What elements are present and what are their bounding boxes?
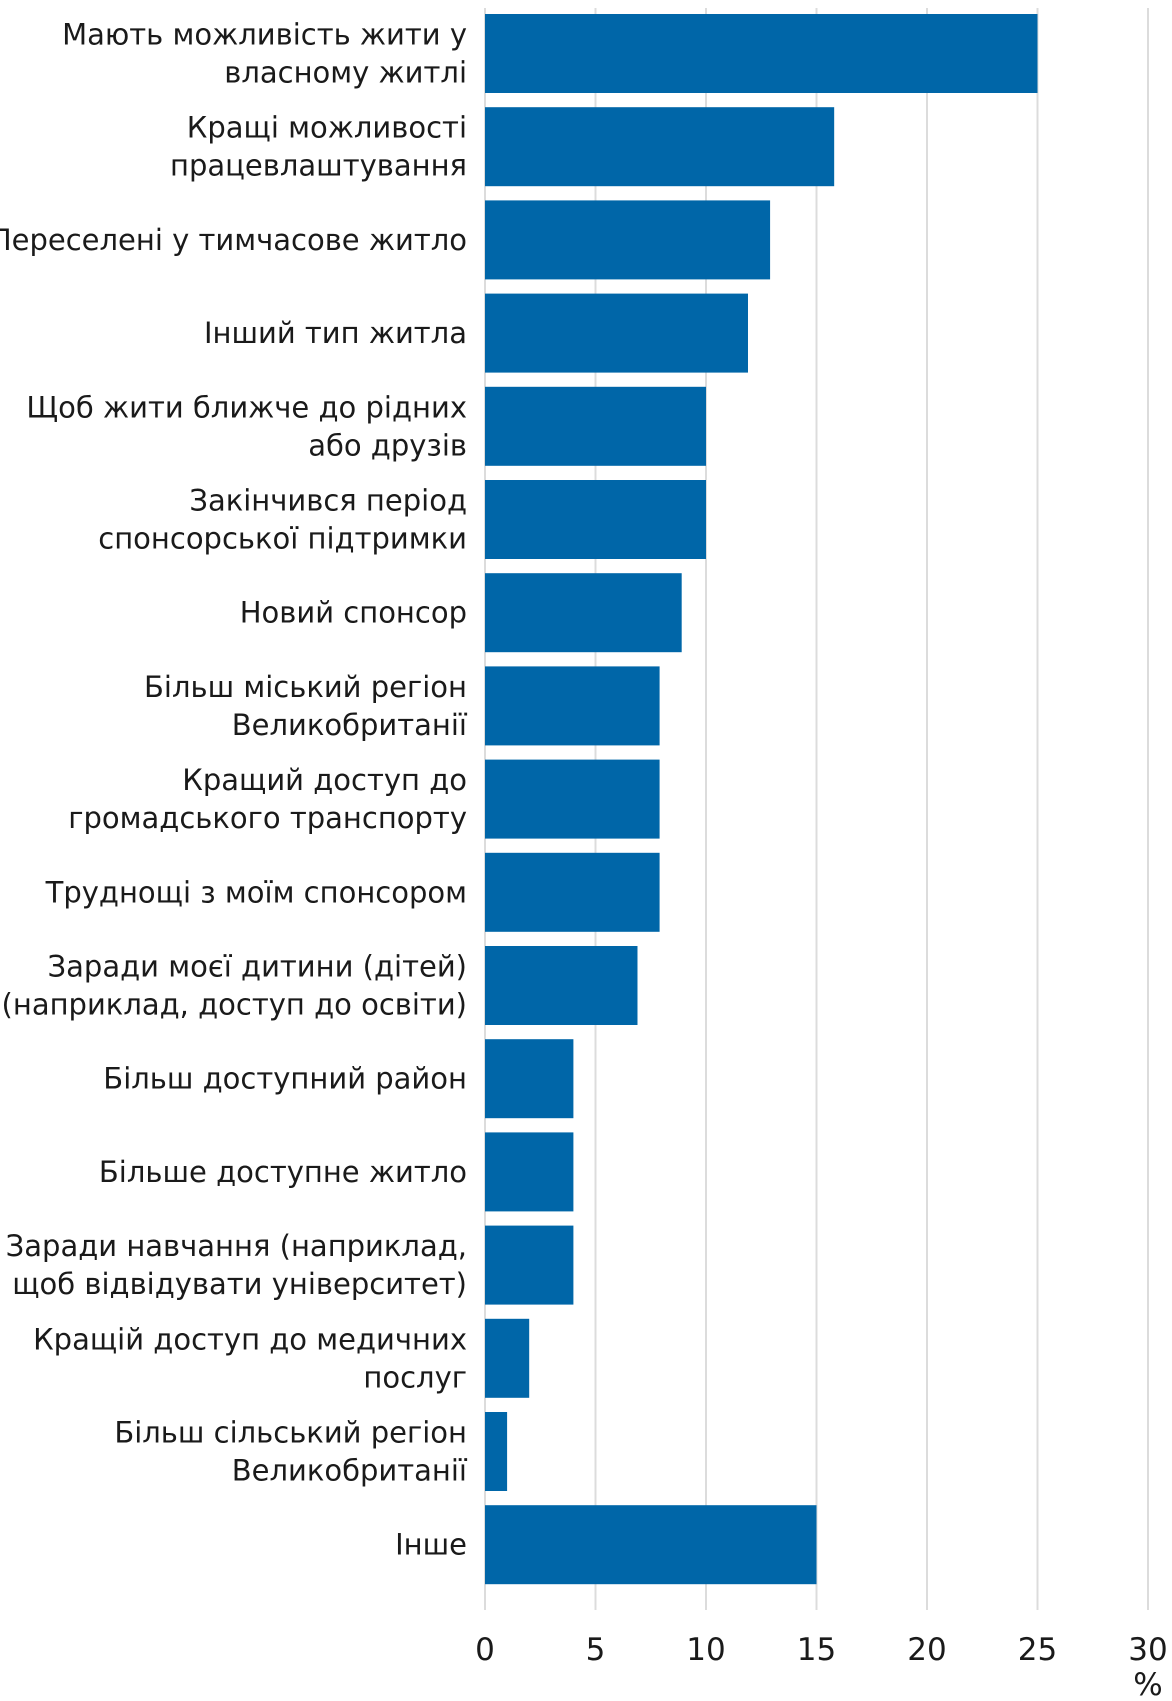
x-tick-label-25: 25 bbox=[1018, 1632, 1057, 1668]
category-label-line: Переселені у тимчасове житло bbox=[0, 223, 467, 257]
bar-layer bbox=[485, 14, 1038, 1585]
category-label-1: Кращі можливості працевлаштування bbox=[170, 111, 467, 183]
category-label-line: Більше доступне житло bbox=[99, 1155, 467, 1189]
category-label-line: щоб відвідувати університет) bbox=[12, 1267, 467, 1301]
bar-15 bbox=[485, 1412, 508, 1491]
category-label-6: Новий спонсор bbox=[240, 596, 467, 630]
label-layer: Мають можливість жити у власному житлі Кра… bbox=[0, 18, 468, 1562]
bar-10 bbox=[485, 946, 638, 1025]
category-label-line: послуг bbox=[363, 1360, 467, 1394]
category-label-3: Інший тип житла bbox=[204, 316, 467, 350]
bar-4 bbox=[485, 386, 706, 466]
category-label-12: Більше доступне житло bbox=[99, 1155, 467, 1189]
category-label-9: Труднощі з моїм спонсором bbox=[45, 875, 467, 909]
category-label-15: Більш сільський регіон Великобританії bbox=[114, 1416, 468, 1488]
category-label-2: Переселені у тимчасове житло bbox=[0, 223, 467, 257]
category-label-line: Мають можливість жити у bbox=[62, 18, 467, 52]
category-label-line: спонсорської підтримки bbox=[98, 522, 467, 556]
tick-layer: 0 5 10 15 20 25 30 bbox=[475, 1632, 1168, 1668]
bar-1 bbox=[485, 107, 835, 187]
x-axis-unit-label: % bbox=[1133, 1667, 1162, 1701]
bar-14 bbox=[485, 1318, 530, 1398]
category-label-line: Труднощі з моїм спонсором bbox=[45, 875, 467, 909]
category-label-10: Заради моєї дитини (дітей) (наприклад, до… bbox=[2, 950, 467, 1022]
category-label-line: Заради моєї дитини (дітей) bbox=[48, 950, 467, 984]
x-tick-label-5: 5 bbox=[586, 1632, 606, 1668]
category-label-line: Більш сільський регіон bbox=[114, 1416, 467, 1450]
bar-3 bbox=[485, 293, 748, 373]
category-label-line: Більш міський регіон bbox=[144, 670, 467, 704]
x-tick-label-15: 15 bbox=[797, 1632, 836, 1668]
category-label-line: Закінчився період bbox=[189, 484, 467, 518]
category-label-8: Кращий доступ до громадського транспорту bbox=[68, 763, 467, 835]
bar-7 bbox=[485, 666, 660, 746]
category-label-13: Заради навчання (наприклад, щоб відвідува… bbox=[6, 1229, 467, 1301]
category-label-line: Щоб жити ближче до рідних bbox=[26, 390, 467, 424]
bar-9 bbox=[485, 852, 660, 932]
category-label-line: Інше bbox=[395, 1528, 467, 1562]
category-label-line: працевлаштування bbox=[170, 149, 467, 183]
bar-5 bbox=[485, 480, 706, 559]
category-label-11: Більш доступний район bbox=[103, 1062, 467, 1096]
category-label-line: Великобританії bbox=[232, 708, 468, 742]
category-label-line: (наприклад, доступ до освіти) bbox=[2, 988, 467, 1022]
category-label-line: Кращий доступ до bbox=[182, 763, 467, 797]
category-label-4: Щоб жити ближче до рідних або друзів bbox=[26, 390, 467, 462]
category-label-line: Новий спонсор bbox=[240, 596, 467, 630]
category-label-16: Інше bbox=[395, 1528, 467, 1562]
x-tick-label-0: 0 bbox=[475, 1632, 495, 1668]
category-label-7: Більш міський регіон Великобританії bbox=[144, 670, 468, 742]
x-tick-label-30: 30 bbox=[1128, 1632, 1167, 1668]
x-tick-label-10: 10 bbox=[686, 1632, 725, 1668]
category-label-line: або друзів bbox=[308, 428, 467, 462]
bar-6 bbox=[485, 573, 682, 653]
category-label-14: Кращій доступ до медичних послуг bbox=[33, 1322, 467, 1394]
category-label-line: Великобританії bbox=[232, 1454, 468, 1488]
category-label-line: Кращій доступ до медичних bbox=[33, 1322, 467, 1356]
bar-12 bbox=[485, 1132, 574, 1212]
category-label-line: Заради навчання (наприклад, bbox=[6, 1229, 467, 1263]
x-tick-label-20: 20 bbox=[907, 1632, 946, 1668]
category-label-line: Більш доступний район bbox=[103, 1062, 467, 1096]
category-label-0: Мають можливість жити у власному житлі bbox=[62, 18, 467, 90]
bar-11 bbox=[485, 1039, 574, 1119]
category-label-line: громадського транспорту bbox=[68, 801, 467, 835]
bar-13 bbox=[485, 1225, 574, 1305]
bar-16 bbox=[485, 1505, 817, 1585]
category-label-5: Закінчився період спонсорської підтримки bbox=[98, 484, 467, 556]
bar-2 bbox=[485, 200, 771, 280]
category-label-line: Інший тип житла bbox=[204, 316, 467, 350]
bar-0 bbox=[485, 14, 1038, 93]
bar-8 bbox=[485, 759, 660, 839]
category-label-line: власному житлі bbox=[224, 56, 467, 90]
category-label-line: Кращі можливості bbox=[187, 111, 467, 145]
